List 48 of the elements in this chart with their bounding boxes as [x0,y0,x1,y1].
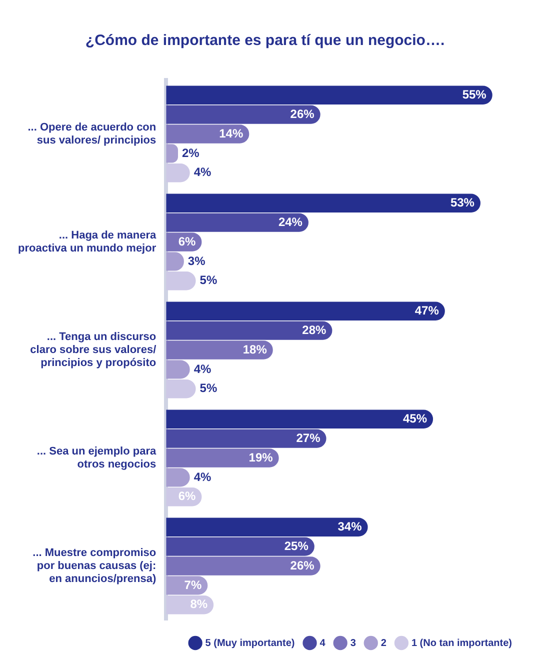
y-tick-label: ... Haga de manera proactiva un mundo mejor [18,229,157,255]
legend-label: 4 [320,638,326,649]
data-label: 7% [184,578,202,592]
bar [166,302,445,320]
legend-label: 2 [380,638,387,649]
data-label: 53% [450,195,475,210]
data-label: 6% [178,234,196,248]
data-label: 55% [462,87,487,102]
data-label: 28% [302,322,327,337]
bar [166,124,250,144]
data-label: 25% [284,538,309,553]
bar [166,537,314,556]
data-label: 47% [414,303,440,318]
data-label: 4% [194,165,212,180]
y-tick-label: ... Tenga un discurso claro sobre sus valores/ principios y propósito [30,330,156,370]
bar [166,86,492,104]
data-label: 26% [290,106,315,121]
data-label: 4% [194,362,212,376]
legend-label: 1 (No tan importante) [411,638,512,649]
chart-title: ¿Cómo de importante es para tí que un negocio…. [85,32,445,50]
data-label: 18% [242,342,268,356]
data-label: 34% [338,519,362,534]
data-label: 27% [296,430,321,445]
bar [166,518,368,536]
data-label: 3% [188,254,206,268]
bar [166,321,332,340]
bar [166,340,273,360]
legend-label: 3 [350,638,356,649]
y-tick-label: ... Sea un ejemplo para otros negocios [36,445,157,471]
bar [166,410,434,428]
data-label: 2% [182,146,200,160]
y-tick-label: ... Opere de acuerdo con sus valores/ principios [28,121,156,147]
data-label: 19% [248,450,274,464]
data-label: 14% [219,126,244,140]
data-label: 5% [200,273,218,288]
legend-label: 5 (Muy importante) [205,638,295,649]
bar [166,429,326,448]
y-tick-label: ... Muestre compromiso por buenas causas (ej: en anuncios/prensa) [32,546,156,586]
bar [166,194,480,212]
bar [166,556,320,576]
data-label: 26% [290,558,315,572]
data-label: 5% [200,381,218,396]
data-label: 45% [403,411,428,426]
bar [166,213,308,232]
data-label: 24% [278,214,303,229]
bar [166,105,320,124]
data-label: 4% [194,470,212,484]
bar [166,448,279,468]
